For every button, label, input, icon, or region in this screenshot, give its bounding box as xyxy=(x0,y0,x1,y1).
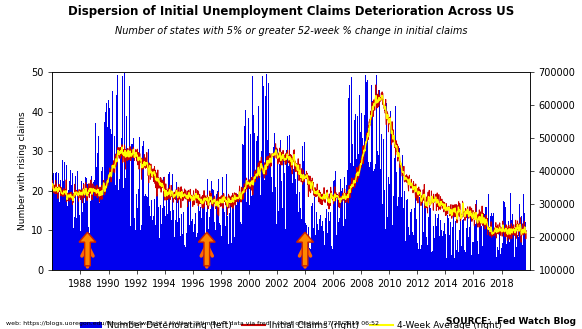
FancyArrow shape xyxy=(198,232,215,266)
Y-axis label: Total Initial Claims: Total Initial Claims xyxy=(580,130,582,213)
FancyArrow shape xyxy=(297,232,314,266)
FancyArrow shape xyxy=(79,232,96,266)
Text: Dispersion of Initial Unemployment Claims Deterioration Across US: Dispersion of Initial Unemployment Claim… xyxy=(68,5,514,18)
Y-axis label: Number with rising claims: Number with rising claims xyxy=(18,112,27,230)
Text: Number of states with 5% or greater 52-week % change in initial claims: Number of states with 5% or greater 52-w… xyxy=(115,26,467,36)
Text: web: https://blogs.uoregon.edu/timduy/fedwatch/ * twitter: @timduy * data via fr: web: https://blogs.uoregon.edu/timduy/fe… xyxy=(6,321,379,326)
Text: SOURCE:  Fed Watch Blog: SOURCE: Fed Watch Blog xyxy=(446,317,576,326)
Legend: Number Deteriorating (left), Initial Claims (right), 4-Week Average (right): Number Deteriorating (left), Initial Cla… xyxy=(76,318,506,329)
